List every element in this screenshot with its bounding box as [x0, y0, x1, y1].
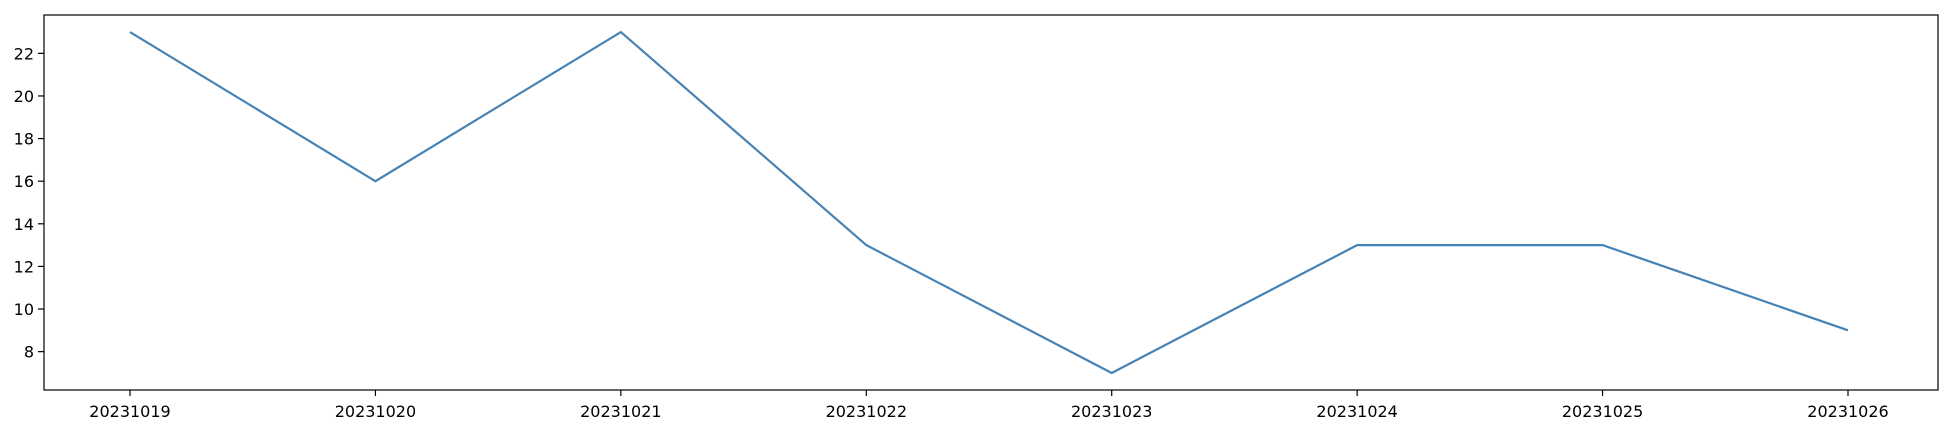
x-tick-label: 20231019 — [89, 402, 170, 421]
axes-frame — [43, 14, 1939, 391]
x-tick-label: 20231020 — [335, 402, 416, 421]
y-tick-label: 8 — [24, 343, 34, 362]
x-tick-label: 20231023 — [1071, 402, 1152, 421]
y-axis: 8 10 12 14 16 18 20 22 — [14, 44, 44, 362]
x-tick-label: 20231025 — [1562, 402, 1643, 421]
y-tick-label: 10 — [14, 300, 34, 319]
x-tick-label: 20231021 — [580, 402, 661, 421]
y-tick-label: 18 — [14, 130, 34, 149]
x-tick-label: 20231026 — [1807, 402, 1888, 421]
y-tick-label: 20 — [14, 87, 34, 106]
x-tick-label: 20231024 — [1316, 402, 1397, 421]
y-tick-label: 22 — [14, 44, 34, 63]
y-tick-label: 12 — [14, 257, 34, 276]
series-line — [129, 30, 1849, 375]
y-tick-label: 14 — [14, 215, 34, 234]
y-tick-label: 16 — [14, 172, 34, 191]
plot-area — [129, 30, 1849, 375]
x-tick-label: 20231022 — [826, 402, 907, 421]
x-axis: 20231019 20231020 20231021 20231022 20231023… — [89, 390, 1889, 421]
